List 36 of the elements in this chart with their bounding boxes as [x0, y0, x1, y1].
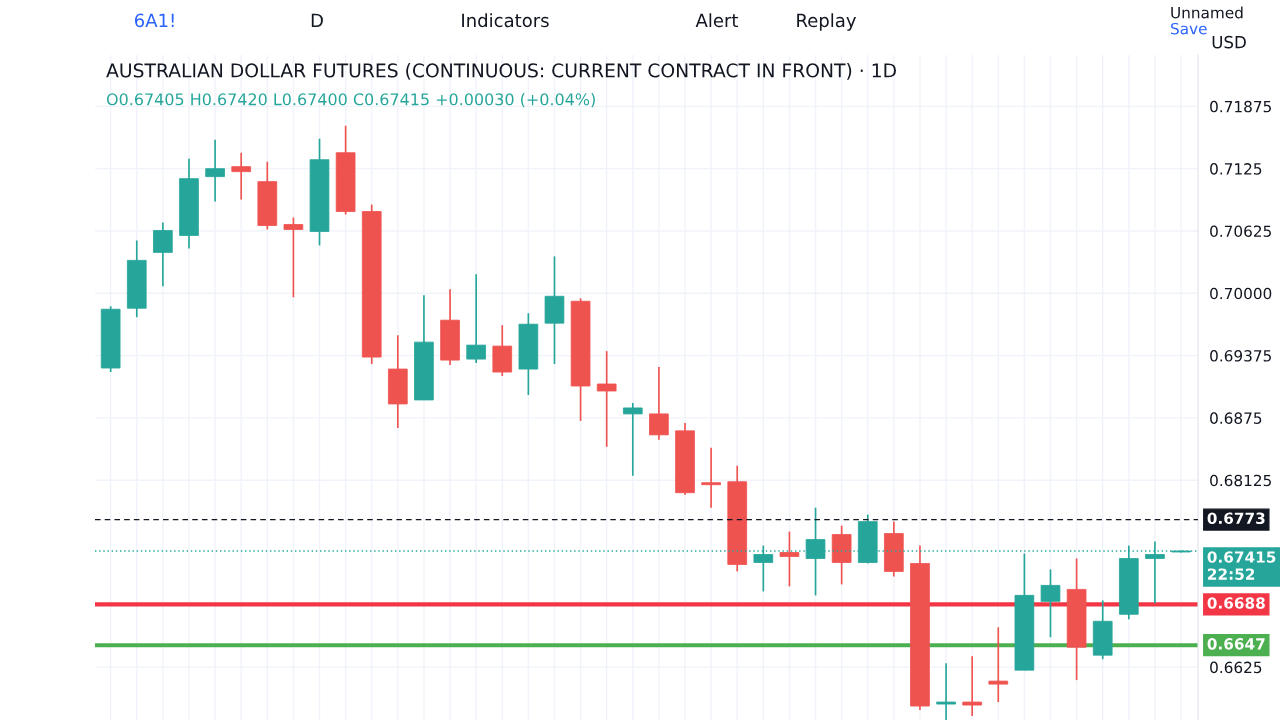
- candlestick: [988, 626, 1009, 703]
- y-tick-label: 0.6625: [1210, 661, 1262, 674]
- y-tick-label: 0.7125: [1210, 163, 1262, 175]
- candlestick: [962, 655, 982, 717]
- ref-line-label: 0.6688: [1207, 597, 1265, 609]
- text: Replay: [797, 13, 856, 31]
- candlestick: [779, 530, 800, 588]
- candlestick: [205, 138, 225, 203]
- ref-line-label: 0.67415 22:52: [1207, 551, 1276, 580]
- ref-line-label: 0.6647: [1207, 638, 1265, 650]
- text: Indicators: [462, 13, 549, 28]
- y-tick-label: 0.69375: [1210, 350, 1271, 362]
- text: 6A1!: [134, 13, 174, 28]
- y-tick-label: 0.68125: [1210, 474, 1271, 487]
- ref-line-label: 0.6773: [1207, 512, 1265, 525]
- text: Unnamed: [1171, 6, 1243, 19]
- candlestick: [701, 446, 721, 509]
- y-tick-label: 0.71875: [1210, 100, 1271, 113]
- candlestick: [231, 151, 252, 201]
- candlestick: [649, 366, 669, 441]
- text: Alert: [695, 13, 739, 28]
- candlestick: [153, 221, 173, 288]
- y-tick-label: 0.70000: [1210, 287, 1272, 300]
- chart-title: AUSTRALIAN DOLLAR FUTURES (CONTINUOUS: CURRENT CONTRACT IN FRONT) · 1D: [106, 63, 896, 80]
- text: O0.67405 H0.67420 L0.67400 C0.67415 +0.00030 (+0.04%): [106, 93, 595, 108]
- candlestick: [596, 350, 617, 448]
- text: Save: [1171, 22, 1207, 35]
- candlestick: [936, 662, 956, 720]
- candlestick: [283, 216, 304, 299]
- y-tick-label: 0.6875: [1210, 412, 1262, 424]
- candlestick: [466, 273, 486, 364]
- candlestick: [622, 402, 643, 477]
- candlestick: [1040, 568, 1061, 639]
- y-axis-title: USD: [1212, 35, 1246, 49]
- text: D: [311, 13, 323, 27]
- y-tick-label: 0.70625: [1210, 225, 1271, 237]
